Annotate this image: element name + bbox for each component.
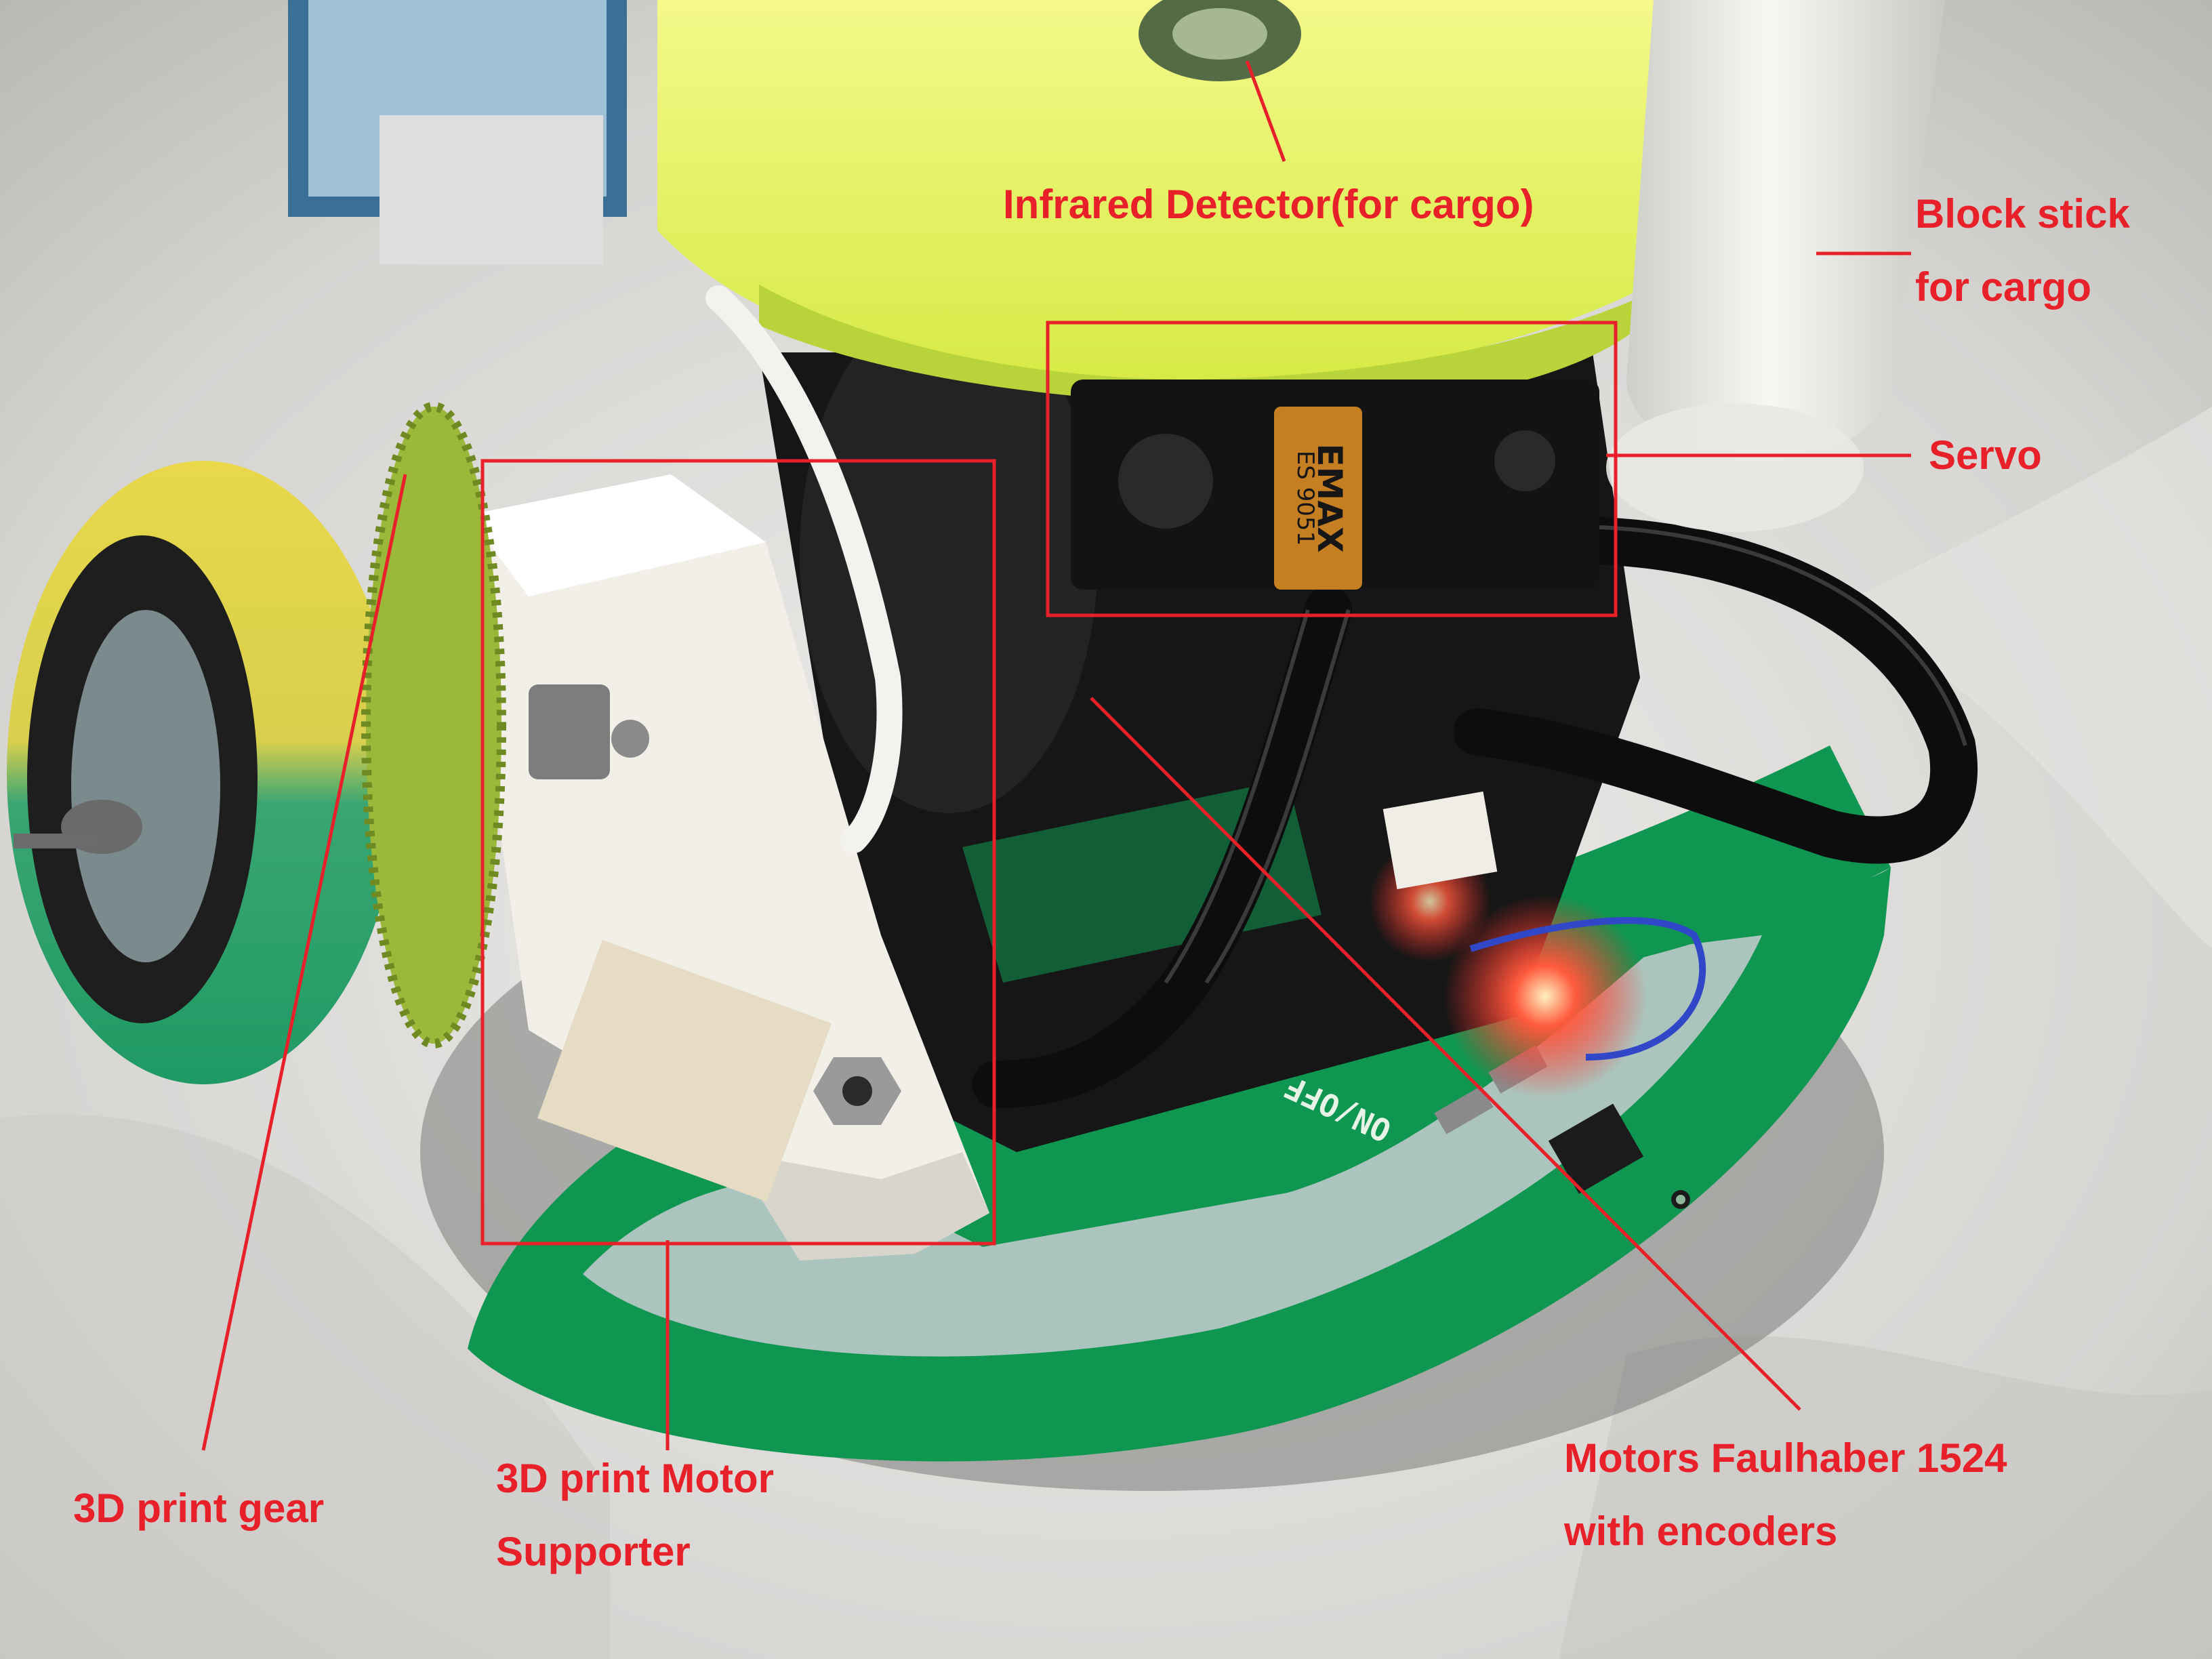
gear: [361, 402, 649, 1048]
servo-brand-text: EMAX: [1310, 443, 1349, 552]
gear-label: 3D print gear: [73, 1486, 325, 1531]
wheel: [7, 461, 400, 1084]
ribbon-cable: [972, 516, 1978, 1108]
gear-pointer-line: [201, 474, 407, 1451]
motor-supporter: [468, 474, 989, 1261]
cargo-tray: [657, 0, 1735, 406]
cable-tie: [705, 285, 903, 853]
block-stick-label: Block stick for cargo: [1915, 191, 2130, 310]
servo-label: Servo: [1929, 432, 2042, 478]
servo-model-text: ES 9051: [1292, 451, 1319, 546]
jumper-wire: [1469, 917, 1706, 1061]
servo-motor: EMAX ES 9051: [1071, 380, 1599, 590]
motor-supporter-label: 3D print Motor Supporter: [496, 1456, 774, 1574]
block-stick: [1606, 0, 1945, 532]
red-led-glow: [1443, 895, 1647, 1098]
motors-label: Motors Faulhaber 1524 with encoders: [1564, 1435, 2007, 1554]
infrared-pointer-line: [1245, 60, 1286, 162]
servo-highlight-box: [1046, 321, 1618, 617]
infrared-detector-label: Infrared Detector(for cargo): [1003, 182, 1534, 227]
motor-supporter-highlight-box: [480, 459, 996, 1246]
motors-pointer-line: [1090, 697, 1801, 1411]
pinion-gear: [529, 684, 610, 779]
